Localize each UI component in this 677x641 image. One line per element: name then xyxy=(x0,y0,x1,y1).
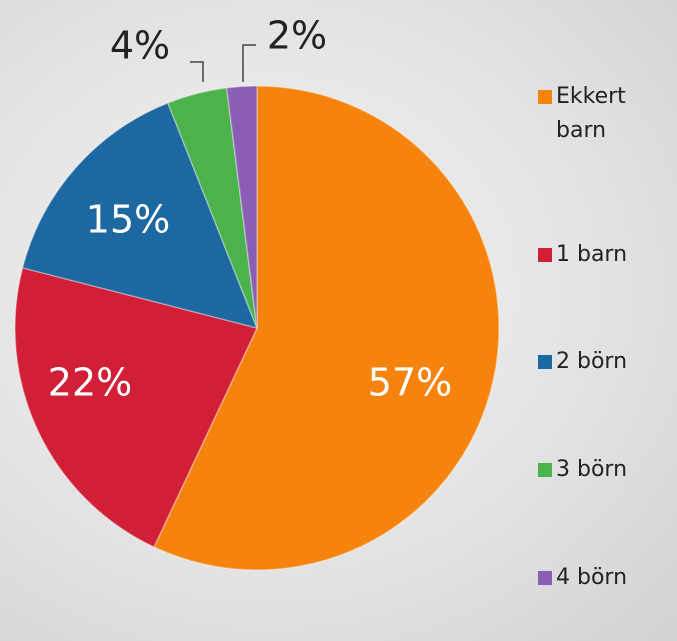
legend-label: 1 barn xyxy=(556,242,628,267)
legend-swatch xyxy=(538,355,552,369)
pie-slice xyxy=(14,266,259,548)
data-label: 4% xyxy=(110,24,170,68)
pie-slice xyxy=(152,85,500,571)
legend-swatch xyxy=(538,571,552,585)
data-label: 15% xyxy=(86,198,170,242)
legend-swatch xyxy=(538,463,552,477)
data-label: 57% xyxy=(368,361,452,405)
leader-line xyxy=(242,44,256,82)
data-label: 22% xyxy=(48,361,132,405)
legend-label: 2 börn xyxy=(556,349,628,374)
legend-swatch xyxy=(538,248,552,262)
data-label: 2% xyxy=(267,14,327,58)
legend-label: 3 börn xyxy=(556,457,628,482)
leader-line xyxy=(190,61,204,82)
legend-label: Ekkert barn xyxy=(556,84,626,143)
pie-slice xyxy=(21,102,259,330)
pie-slice xyxy=(166,87,258,329)
legend-label: 4 börn xyxy=(556,565,628,590)
legend-swatch xyxy=(538,90,552,104)
pie-slice xyxy=(225,85,258,329)
